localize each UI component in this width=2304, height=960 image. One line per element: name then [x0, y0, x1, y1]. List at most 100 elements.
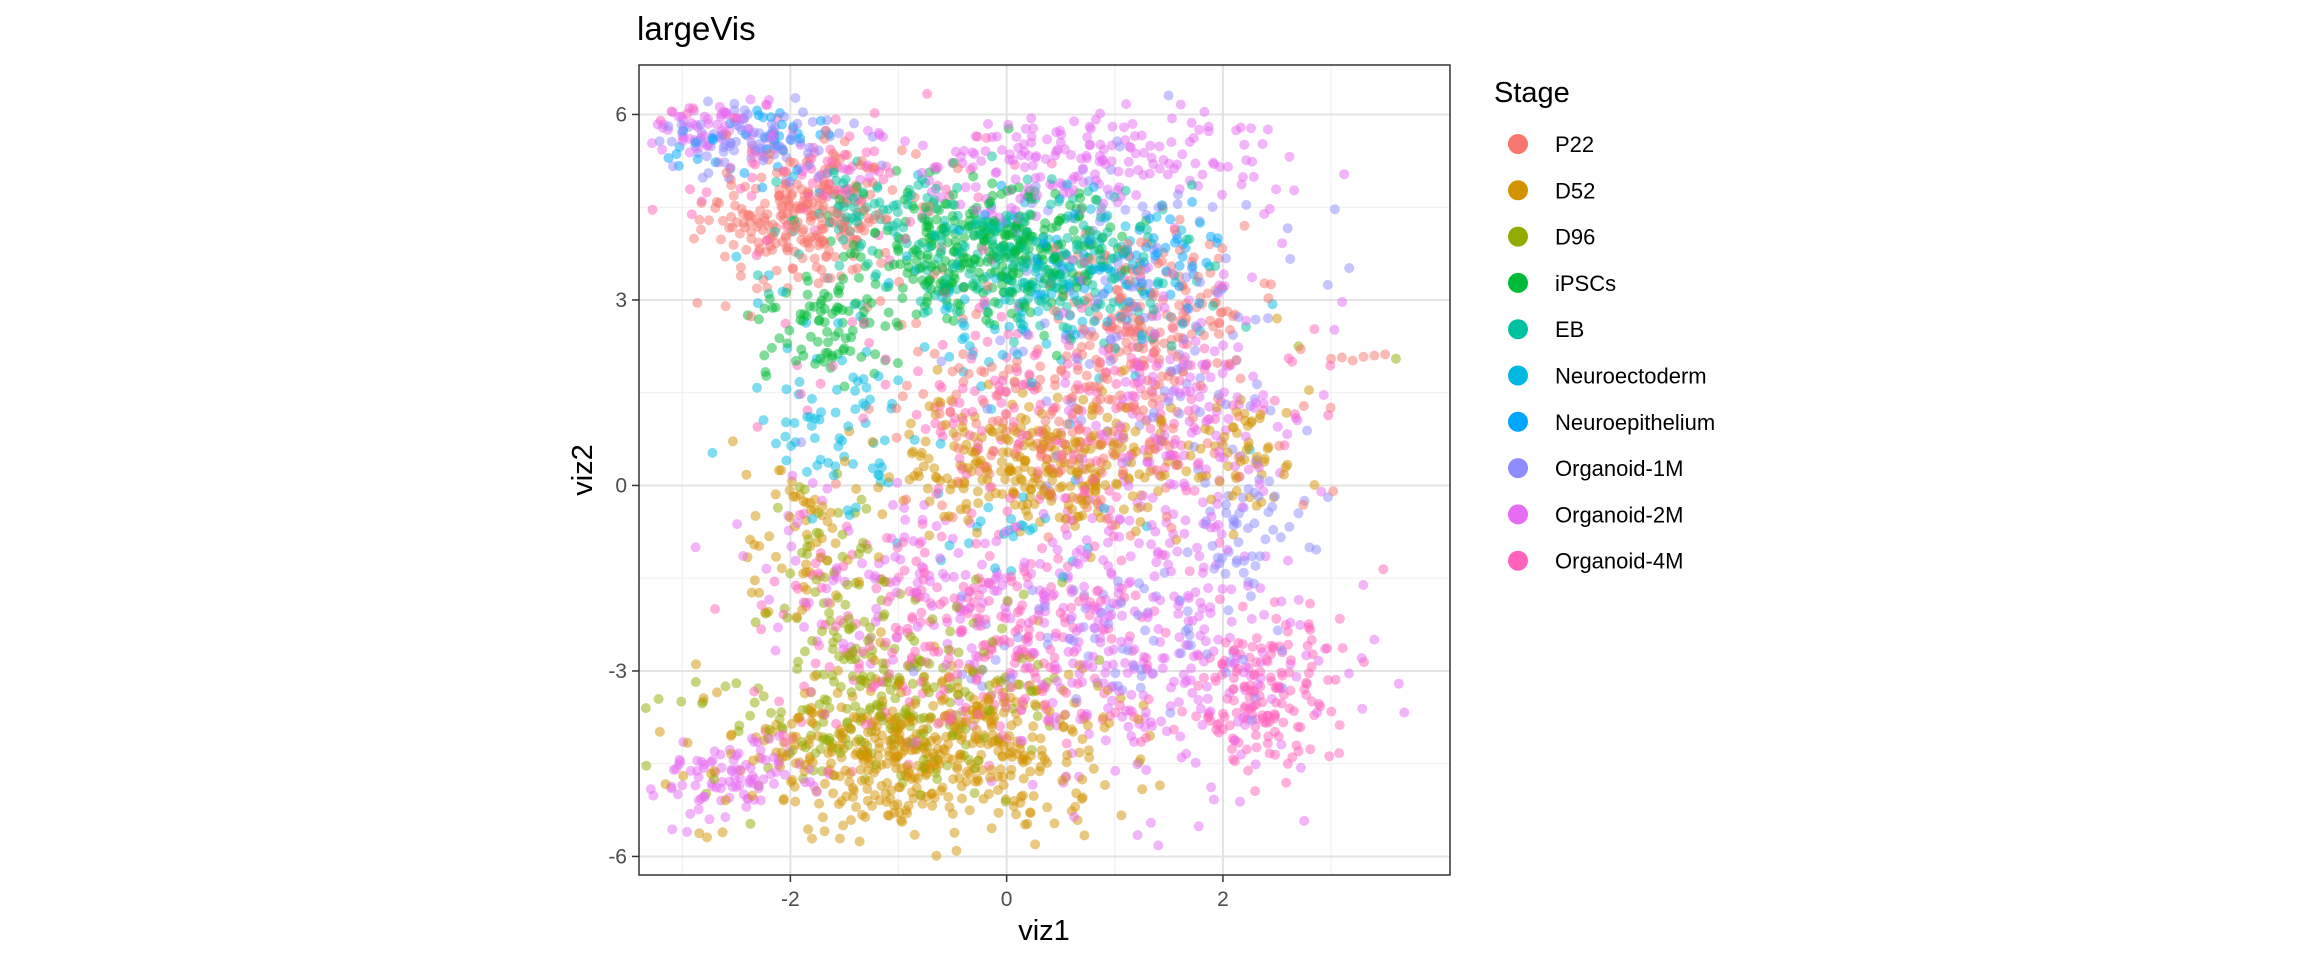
point-p22 — [1336, 352, 1347, 363]
point-d52 — [784, 512, 795, 523]
point-neuroectoderm — [1120, 221, 1131, 232]
point-ipscs — [921, 221, 932, 232]
point-organoid-4m — [1012, 607, 1023, 618]
point-d96 — [963, 754, 974, 765]
point-d96 — [856, 736, 867, 747]
point-organoid-1m — [1123, 645, 1134, 656]
point-organoid-4m — [1334, 720, 1345, 731]
point-organoid-2m — [1195, 630, 1206, 641]
point-eb — [839, 202, 850, 212]
point-eb — [1089, 316, 1100, 327]
point-p22 — [783, 195, 794, 206]
point-neuroectoderm — [1102, 316, 1113, 327]
point-organoid-4m — [967, 406, 978, 417]
point-organoid-2m — [1056, 129, 1067, 140]
point-organoid-4m — [1290, 409, 1300, 420]
point-organoid-1m — [1220, 568, 1231, 579]
point-d96 — [793, 656, 804, 667]
point-organoid-4m — [871, 583, 882, 594]
point-organoid-2m — [1026, 113, 1037, 124]
point-organoid-4m — [1055, 607, 1066, 618]
point-d52 — [1027, 427, 1038, 438]
point-p22 — [1081, 370, 1092, 381]
point-organoid-2m — [900, 514, 911, 525]
point-organoid-1m — [1212, 287, 1223, 298]
point-organoid-2m — [1241, 315, 1252, 326]
point-p22 — [1114, 293, 1125, 304]
point-d96 — [676, 696, 687, 707]
point-eb — [954, 247, 965, 257]
point-organoid-2m — [822, 597, 833, 608]
point-organoid-4m — [1084, 610, 1095, 621]
point-p22 — [817, 223, 828, 234]
point-organoid-2m — [1313, 655, 1324, 666]
point-d52 — [892, 799, 903, 810]
point-organoid-2m — [1098, 555, 1109, 566]
point-ipscs — [804, 301, 815, 312]
point-organoid-2m — [864, 172, 875, 183]
point-organoid-4m — [1334, 748, 1345, 759]
point-organoid-1m — [807, 116, 818, 127]
point-organoid-2m — [1051, 146, 1062, 157]
point-organoid-4m — [1037, 543, 1048, 554]
point-ipscs — [802, 289, 813, 300]
point-eb — [976, 217, 987, 228]
point-d52 — [776, 747, 787, 758]
point-organoid-4m — [1191, 711, 1202, 722]
point-organoid-4m — [1035, 631, 1046, 642]
point-d52 — [924, 530, 935, 541]
point-p22 — [952, 163, 963, 174]
point-d52 — [1025, 484, 1036, 495]
point-d52 — [947, 808, 958, 819]
point-organoid-2m — [1232, 392, 1243, 403]
point-d96 — [878, 611, 889, 622]
point-organoid-1m — [739, 105, 750, 116]
point-organoid-1m — [1250, 560, 1261, 571]
point-organoid-2m — [1097, 154, 1108, 165]
point-organoid-1m — [1329, 204, 1340, 215]
point-d52 — [957, 793, 967, 804]
point-organoid-4m — [887, 647, 898, 658]
point-d52 — [698, 693, 709, 704]
point-d96 — [843, 613, 854, 624]
point-organoid-4m — [780, 737, 791, 748]
point-p22 — [993, 415, 1004, 426]
point-organoid-2m — [720, 121, 731, 131]
point-organoid-2m — [1134, 538, 1144, 549]
point-organoid-2m — [1232, 716, 1243, 727]
point-organoid-4m — [1210, 676, 1221, 687]
point-organoid-2m — [1197, 169, 1208, 180]
point-organoid-4m — [964, 430, 975, 441]
point-organoid-4m — [1029, 350, 1040, 361]
point-p22 — [809, 253, 820, 264]
point-p22 — [1070, 384, 1081, 394]
point-ipscs — [853, 272, 864, 283]
point-organoid-1m — [1238, 654, 1249, 665]
point-d52 — [805, 705, 816, 716]
point-d52 — [881, 797, 892, 807]
point-organoid-2m — [647, 138, 657, 149]
point-organoid-2m — [1185, 675, 1196, 686]
point-neuroepithelium — [1187, 197, 1198, 207]
legend-items: P22D52D96iPSCsEBNeuroectodermNeuroepithe… — [1508, 132, 1715, 574]
point-organoid-2m — [1246, 613, 1257, 624]
point-organoid-2m — [1088, 651, 1099, 662]
point-p22 — [818, 236, 829, 247]
point-d96 — [856, 494, 867, 505]
point-organoid-2m — [1262, 124, 1273, 135]
point-neuroectoderm — [833, 318, 844, 329]
point-eb — [1046, 174, 1057, 185]
point-organoid-1m — [1311, 544, 1322, 555]
point-organoid-2m — [1112, 197, 1123, 208]
point-organoid-2m — [1159, 302, 1170, 313]
point-organoid-2m — [1230, 735, 1241, 746]
point-d52 — [654, 726, 665, 737]
point-neuroectoderm — [1026, 377, 1037, 388]
point-organoid-4m — [869, 146, 880, 157]
point-organoid-2m — [1103, 537, 1113, 548]
point-neuroectoderm — [837, 435, 848, 446]
point-organoid-2m — [1203, 121, 1214, 132]
point-ipscs — [805, 331, 816, 342]
legend-item-eb: EB — [1508, 317, 1584, 342]
point-organoid-4m — [1109, 365, 1120, 376]
